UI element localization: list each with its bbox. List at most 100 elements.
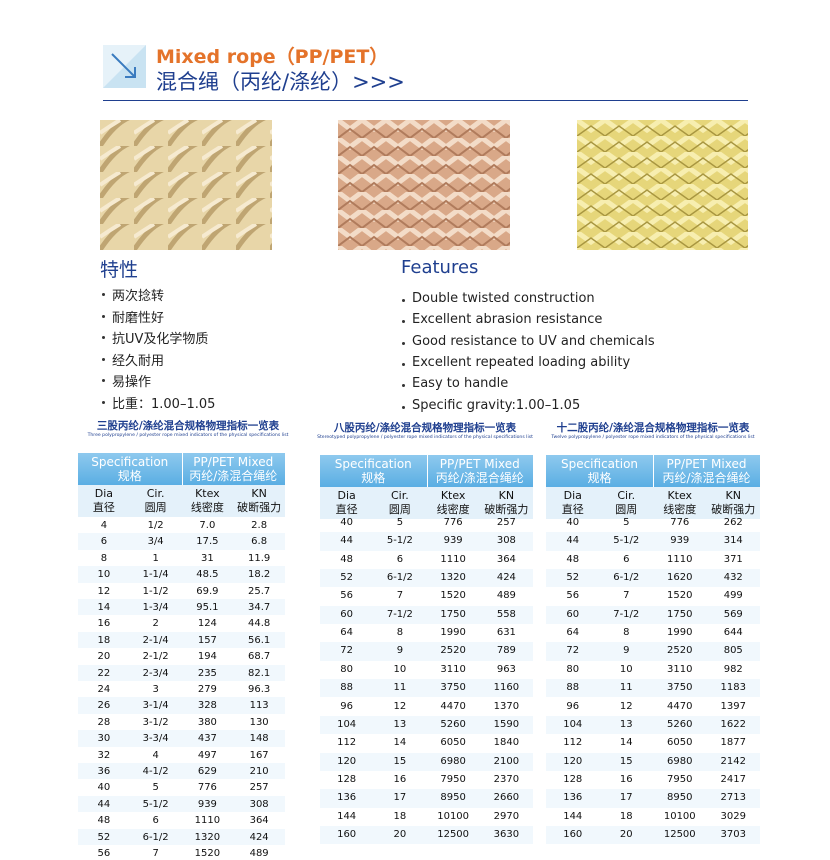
table-subheader-bg [546, 487, 760, 519]
column-header: Cir. [391, 489, 409, 502]
table-cell: 9 [623, 645, 630, 657]
table-cell: 96 [566, 700, 580, 712]
table-cell: 3-3/4 [142, 733, 169, 745]
table-cell: 1622 [720, 718, 746, 730]
row-band [78, 763, 285, 780]
column-header: 直径 [561, 503, 584, 516]
column-header: 圆周 [144, 501, 167, 514]
table-cell: 5260 [667, 718, 693, 730]
table-cell: 7950 [440, 773, 466, 785]
table-cell: 5-1/2 [613, 535, 640, 547]
table-cell: 3/4 [147, 536, 164, 548]
table-cell: 4-1/2 [142, 766, 169, 777]
table-cell: 10100 [437, 810, 470, 822]
table-cell: 12 [97, 585, 111, 597]
table-cell: 1590 [493, 718, 520, 730]
column-header: KN [251, 487, 267, 500]
table-cell: 1840 [493, 737, 520, 749]
table-cell: 2660 [493, 792, 520, 804]
table-cell: 499 [723, 590, 743, 602]
table-cell: 96 [340, 700, 353, 712]
table-cell: 56 [340, 590, 353, 602]
table-header-cell: 规格 [587, 471, 612, 485]
row-band [320, 825, 533, 845]
table-cell: 104 [337, 718, 357, 730]
table-cell: 4470 [440, 700, 466, 712]
table-cell: 10100 [663, 810, 696, 822]
table-cell: 12500 [437, 828, 470, 840]
table-cell: 8950 [667, 792, 693, 804]
table-cell: 629 [197, 766, 217, 777]
row-band [546, 569, 760, 588]
table-cell: 148 [249, 733, 269, 745]
table-header-cell: Specification [560, 457, 639, 471]
table-cell: 2520 [440, 645, 466, 657]
table-cell: 18 [97, 634, 111, 646]
table-header-cell: 丙纶/涤混合绳纶 [662, 471, 751, 485]
table-cell: 36 [97, 766, 111, 777]
table-cell: 6050 [667, 737, 693, 749]
table-cell: 52 [340, 572, 353, 584]
table-cell: 48 [97, 815, 111, 827]
table-header-divider [181, 453, 183, 485]
row-band [78, 631, 285, 649]
table-cell: 2417 [720, 773, 746, 785]
column-header: 直径 [335, 503, 358, 516]
table-cell: 18 [393, 810, 407, 822]
table-cell: 95.1 [196, 602, 219, 613]
row-band [320, 752, 533, 771]
table-cell: 6 [152, 815, 159, 827]
column-header: Ktex [195, 487, 220, 500]
table-header-cell: PP/PET Mixed [193, 455, 274, 469]
table-cell: 160 [563, 828, 583, 840]
table-cell: 1370 [493, 700, 520, 712]
table-cell: 308 [496, 535, 516, 547]
table-cell: 262 [723, 517, 743, 528]
column-header: Dia [337, 489, 356, 502]
table-cell: 1110 [194, 815, 221, 827]
feature-item: 两次捻转 [100, 285, 164, 304]
table-cell: 6-1/2 [386, 572, 413, 584]
table-cell: 112 [563, 737, 583, 749]
table-cell: 20 [619, 828, 633, 840]
table-cell: 328 [197, 700, 217, 712]
table-cell: 1110 [667, 553, 693, 565]
table-cell: 136 [337, 792, 357, 804]
row-band [546, 715, 760, 735]
table-cell: 40 [340, 517, 353, 528]
table-cell: 5 [623, 517, 630, 528]
column-header: Cir. [146, 487, 165, 500]
column-header: 线密度 [436, 503, 470, 516]
table-header-cell: PP/PET Mixed [666, 457, 747, 471]
table-cell: 364 [249, 815, 269, 827]
table-cell: 3110 [440, 663, 466, 675]
table-cell: 32 [97, 749, 111, 761]
table-cell: 160 [337, 828, 357, 840]
feature-item: Double twisted construction [400, 291, 595, 306]
table-cell: 314 [723, 535, 743, 547]
table-cell: 11 [393, 682, 407, 694]
row-band [546, 642, 760, 661]
column-header: Dia [94, 487, 114, 500]
table-cell: 5 [396, 517, 404, 528]
table-cell: 26 [97, 700, 111, 712]
table-cell: 44.8 [247, 618, 271, 630]
table-cell: 6050 [440, 737, 466, 749]
row-band [320, 715, 533, 735]
table-cell: 939 [670, 535, 690, 547]
table-cell: 1750 [440, 608, 466, 620]
column-header: 破断强力 [237, 501, 282, 514]
table-subheader-bg [320, 487, 533, 519]
table-cell: 5-1/2 [386, 535, 413, 547]
table-title: 十二股丙纶/涤纶混合规格物理指标一览表 [556, 422, 750, 434]
table-cell: 8 [100, 552, 108, 564]
table-cell: 48.5 [196, 569, 219, 581]
table-cell: 939 [443, 535, 463, 547]
table-cell: 257 [496, 517, 516, 528]
table-cell: 3029 [720, 810, 746, 822]
table-cell: 13 [619, 718, 633, 730]
table-cell: 569 [723, 608, 743, 620]
table-cell: 6.8 [251, 536, 268, 548]
table-cell: 8 [623, 627, 630, 639]
row-band [320, 679, 533, 698]
